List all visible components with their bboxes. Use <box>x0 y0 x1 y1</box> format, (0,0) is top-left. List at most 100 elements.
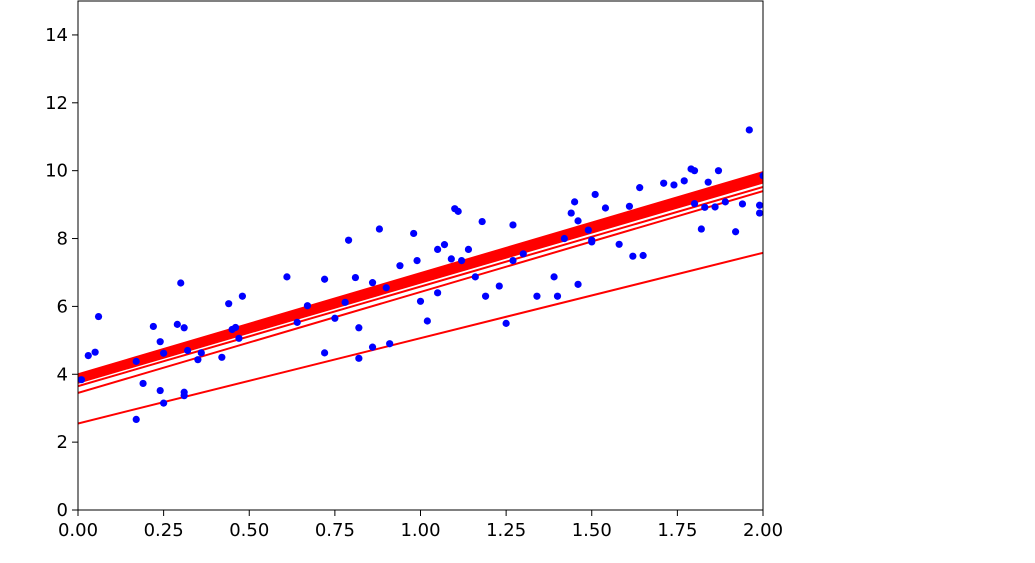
data-point <box>396 262 404 270</box>
data-point <box>84 352 92 360</box>
data-point <box>321 349 329 357</box>
data-point <box>697 225 705 233</box>
data-point <box>132 357 140 365</box>
data-point <box>560 234 568 243</box>
data-point <box>194 356 202 364</box>
data-point <box>584 226 592 234</box>
data-point <box>502 319 510 327</box>
data-point <box>197 349 205 357</box>
data-point <box>177 279 185 287</box>
data-point <box>704 178 712 186</box>
x-axis: 0.00 0.25 0.50 0.75 1.00 1.25 1.50 1.75 2.00 <box>58 510 783 541</box>
data-point <box>139 379 147 388</box>
y-tick-label: 14 <box>45 25 68 46</box>
data-point <box>440 241 449 249</box>
data-point <box>447 255 455 263</box>
data-point <box>235 334 243 342</box>
x-tick-label: 1.00 <box>400 520 440 541</box>
data-point <box>355 354 363 362</box>
regression-line <box>78 179 763 383</box>
data-point <box>690 199 699 208</box>
scatter-points <box>78 126 763 423</box>
data-point <box>368 279 377 287</box>
data-point <box>625 202 634 210</box>
y-tick-label: 6 <box>57 296 68 317</box>
data-point <box>464 245 473 253</box>
x-tick-label: 0.50 <box>229 520 269 541</box>
data-point <box>184 346 192 355</box>
data-point <box>283 273 291 281</box>
data-point <box>434 245 442 253</box>
data-point <box>680 177 688 185</box>
data-point <box>416 297 425 305</box>
y-tick-label: 10 <box>45 161 68 182</box>
regression-lines <box>78 171 763 425</box>
data-point <box>149 322 157 331</box>
data-point <box>670 181 678 189</box>
data-point <box>160 349 168 357</box>
data-point <box>321 275 329 283</box>
data-point <box>293 318 301 326</box>
y-tick-label: 0 <box>57 500 68 521</box>
data-point <box>410 229 418 238</box>
data-point <box>636 184 644 192</box>
data-point <box>533 292 541 300</box>
x-tick-label: 2.00 <box>743 520 783 541</box>
data-point <box>231 323 240 332</box>
data-point <box>78 376 86 384</box>
data-point <box>639 251 647 260</box>
data-point <box>732 228 740 236</box>
data-point <box>454 207 462 215</box>
data-point <box>629 252 637 260</box>
data-point <box>509 221 517 229</box>
data-point <box>509 256 517 265</box>
data-point <box>553 292 562 300</box>
data-point <box>173 320 181 328</box>
data-point <box>588 236 596 244</box>
data-point <box>91 348 99 356</box>
data-point <box>478 217 486 226</box>
data-point <box>519 250 527 258</box>
data-point <box>160 399 168 407</box>
data-point <box>434 289 442 297</box>
data-point <box>351 273 360 282</box>
data-point <box>601 204 610 212</box>
data-point <box>386 340 394 348</box>
x-tick-label: 0.25 <box>144 520 184 541</box>
data-point <box>355 324 363 332</box>
data-point <box>156 338 164 346</box>
axes-frame <box>77 0 764 511</box>
data-point <box>382 284 390 292</box>
regression-line <box>78 181 763 384</box>
data-point <box>156 386 164 395</box>
data-point <box>238 292 246 300</box>
data-point <box>331 314 339 322</box>
data-point <box>458 256 466 265</box>
data-point <box>94 312 103 321</box>
data-point <box>423 317 431 325</box>
data-point <box>721 198 729 206</box>
y-axis: 0 2 4 6 8 10 12 14 <box>45 25 78 521</box>
data-point <box>567 209 575 217</box>
data-point <box>574 280 582 288</box>
data-point <box>660 179 668 187</box>
data-point <box>132 415 140 423</box>
data-point <box>471 273 479 281</box>
data-point <box>571 198 579 206</box>
data-point <box>690 167 699 175</box>
regression-line <box>78 251 763 425</box>
data-point <box>180 392 188 400</box>
x-tick-label: 0.00 <box>58 520 98 541</box>
regression-line <box>78 178 763 381</box>
y-tick-label: 8 <box>57 229 68 250</box>
data-point <box>303 302 312 310</box>
data-point <box>413 256 421 265</box>
y-tick-label: 2 <box>57 432 68 453</box>
data-point <box>755 201 763 209</box>
x-tick-label: 1.50 <box>572 520 612 541</box>
data-point <box>341 298 349 306</box>
regression-line <box>78 185 763 388</box>
data-point <box>375 225 383 233</box>
data-point <box>745 126 753 134</box>
